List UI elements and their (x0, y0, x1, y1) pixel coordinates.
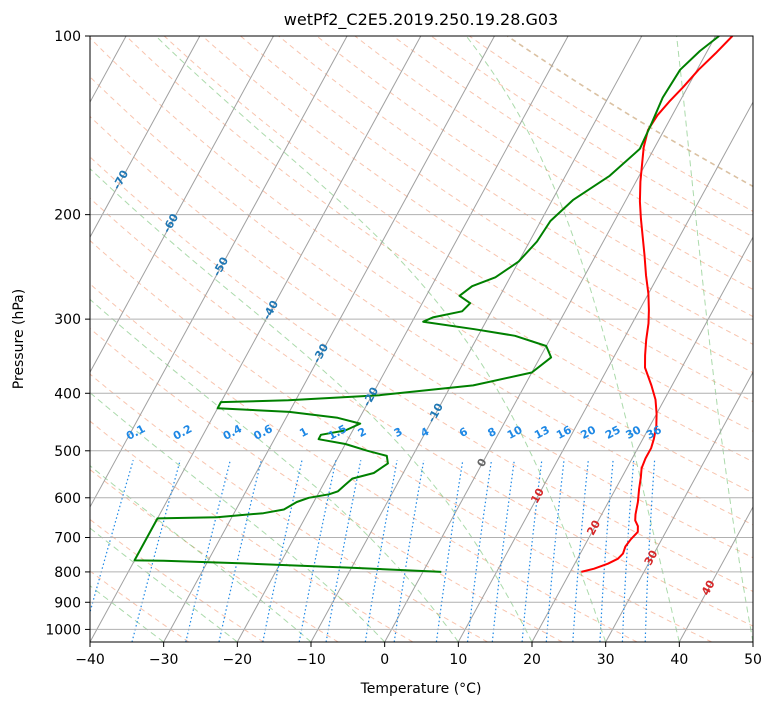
mixing-ratio-line (90, 460, 134, 615)
isotherm-line (678, 505, 753, 642)
x-tick-label: 10 (449, 652, 467, 668)
dry-adiabat (240, 36, 753, 374)
x-tick-label: −10 (296, 652, 326, 668)
dry-adiabat (278, 36, 753, 345)
dry-adiabat (90, 283, 638, 642)
x-tick-label: −30 (149, 652, 179, 668)
isotherm-line (163, 36, 495, 642)
mixing-ratio-label: 16 (554, 423, 574, 442)
y-tick-label: 200 (54, 208, 81, 224)
isotherm-line (384, 36, 716, 642)
x-axis-ticks: −40 −30 −20 −10 0 10 20 30 40 50 (75, 642, 762, 668)
dewpoint-line (133, 36, 720, 573)
dry-adiabat (90, 239, 712, 642)
x-tick-label: 0 (380, 652, 389, 668)
x-tick-label: −40 (75, 652, 105, 668)
mixing-ratio-line (572, 460, 589, 642)
y-tick-label: 1000 (45, 622, 81, 638)
y-tick-label: 900 (54, 595, 81, 611)
mixing-ratio-label: 13 (532, 423, 552, 442)
moist-adiabat (465, 36, 680, 642)
y-tick-label: 700 (54, 531, 81, 547)
dry-adiabat (506, 36, 753, 188)
y-axis-ticks: 100 200 300 400 500 600 700 800 900 1000 (45, 29, 90, 638)
mixing-ratio-label: 25 (603, 423, 623, 442)
y-tick-label: 100 (54, 29, 81, 45)
x-tick-label: −20 (223, 652, 253, 668)
y-tick-label: 800 (54, 565, 81, 581)
temperature-line (581, 36, 734, 573)
x-axis-label: Temperature (°C) (360, 681, 482, 697)
mixing-ratio-line (364, 460, 398, 642)
mixing-ratio-line (325, 460, 362, 642)
dry-adiabat (202, 36, 753, 403)
dry-adiabat (163, 36, 753, 432)
isotherm-line (605, 371, 753, 642)
x-tick-label: 30 (597, 652, 615, 668)
y-tick-label: 400 (54, 386, 81, 402)
dry-adiabat (90, 327, 563, 642)
isotherm-line (236, 36, 569, 642)
moist-adiabat (155, 36, 607, 642)
x-tick-label: 40 (670, 652, 688, 668)
isotherm-line (457, 101, 753, 642)
mixing-ratio-line (545, 460, 565, 642)
dry-adiabat (90, 420, 414, 642)
dry-adiabat (354, 36, 753, 291)
mixing-ratio-line (185, 460, 231, 642)
mixing-ratio-label: 10 (505, 423, 525, 442)
mixing-ratio-line (218, 460, 262, 642)
mixing-ratio-label: 36 (644, 423, 664, 442)
mixing-ratio-line (491, 460, 515, 642)
isotherm-line (310, 36, 643, 642)
isotherm-line (90, 36, 348, 509)
dry-adiabat (392, 36, 753, 264)
mixing-ratio-line (131, 460, 181, 642)
dry-adiabat (125, 36, 753, 463)
mixing-ratio-line (262, 460, 303, 642)
dry-adiabat (90, 197, 753, 627)
mixing-ratio-line (393, 460, 425, 642)
moist-adiabat (90, 298, 459, 642)
isotherm-line (531, 236, 753, 642)
dry-adiabat (90, 156, 753, 593)
y-axis-label: Pressure (hPa) (11, 289, 27, 389)
dry-adiabat (90, 115, 753, 559)
data-series (133, 36, 734, 573)
mixing-ratio-label: 20 (578, 423, 598, 442)
x-tick-label: 20 (523, 652, 541, 668)
isotherm-line (90, 36, 274, 374)
y-tick-label: 500 (54, 444, 81, 460)
moist-adiabat (676, 36, 753, 642)
y-tick-label: 600 (54, 491, 81, 507)
background-lines (90, 36, 753, 642)
mixing-ratio-line (298, 460, 337, 642)
mixing-ratio-line (435, 460, 464, 642)
moist-adiabat (90, 168, 533, 642)
mixing-ratio-label: 30 (624, 423, 644, 442)
y-tick-label: 300 (54, 312, 81, 328)
mixing-ratio-line (466, 460, 493, 642)
chart-title: wetPf2_C2E5.2019.250.19.28.G03 (284, 10, 558, 30)
mixing-ratio-line (521, 460, 543, 642)
plot-frame (89, 35, 754, 643)
x-tick-label: 50 (744, 652, 762, 668)
isotherm-line (90, 36, 201, 239)
